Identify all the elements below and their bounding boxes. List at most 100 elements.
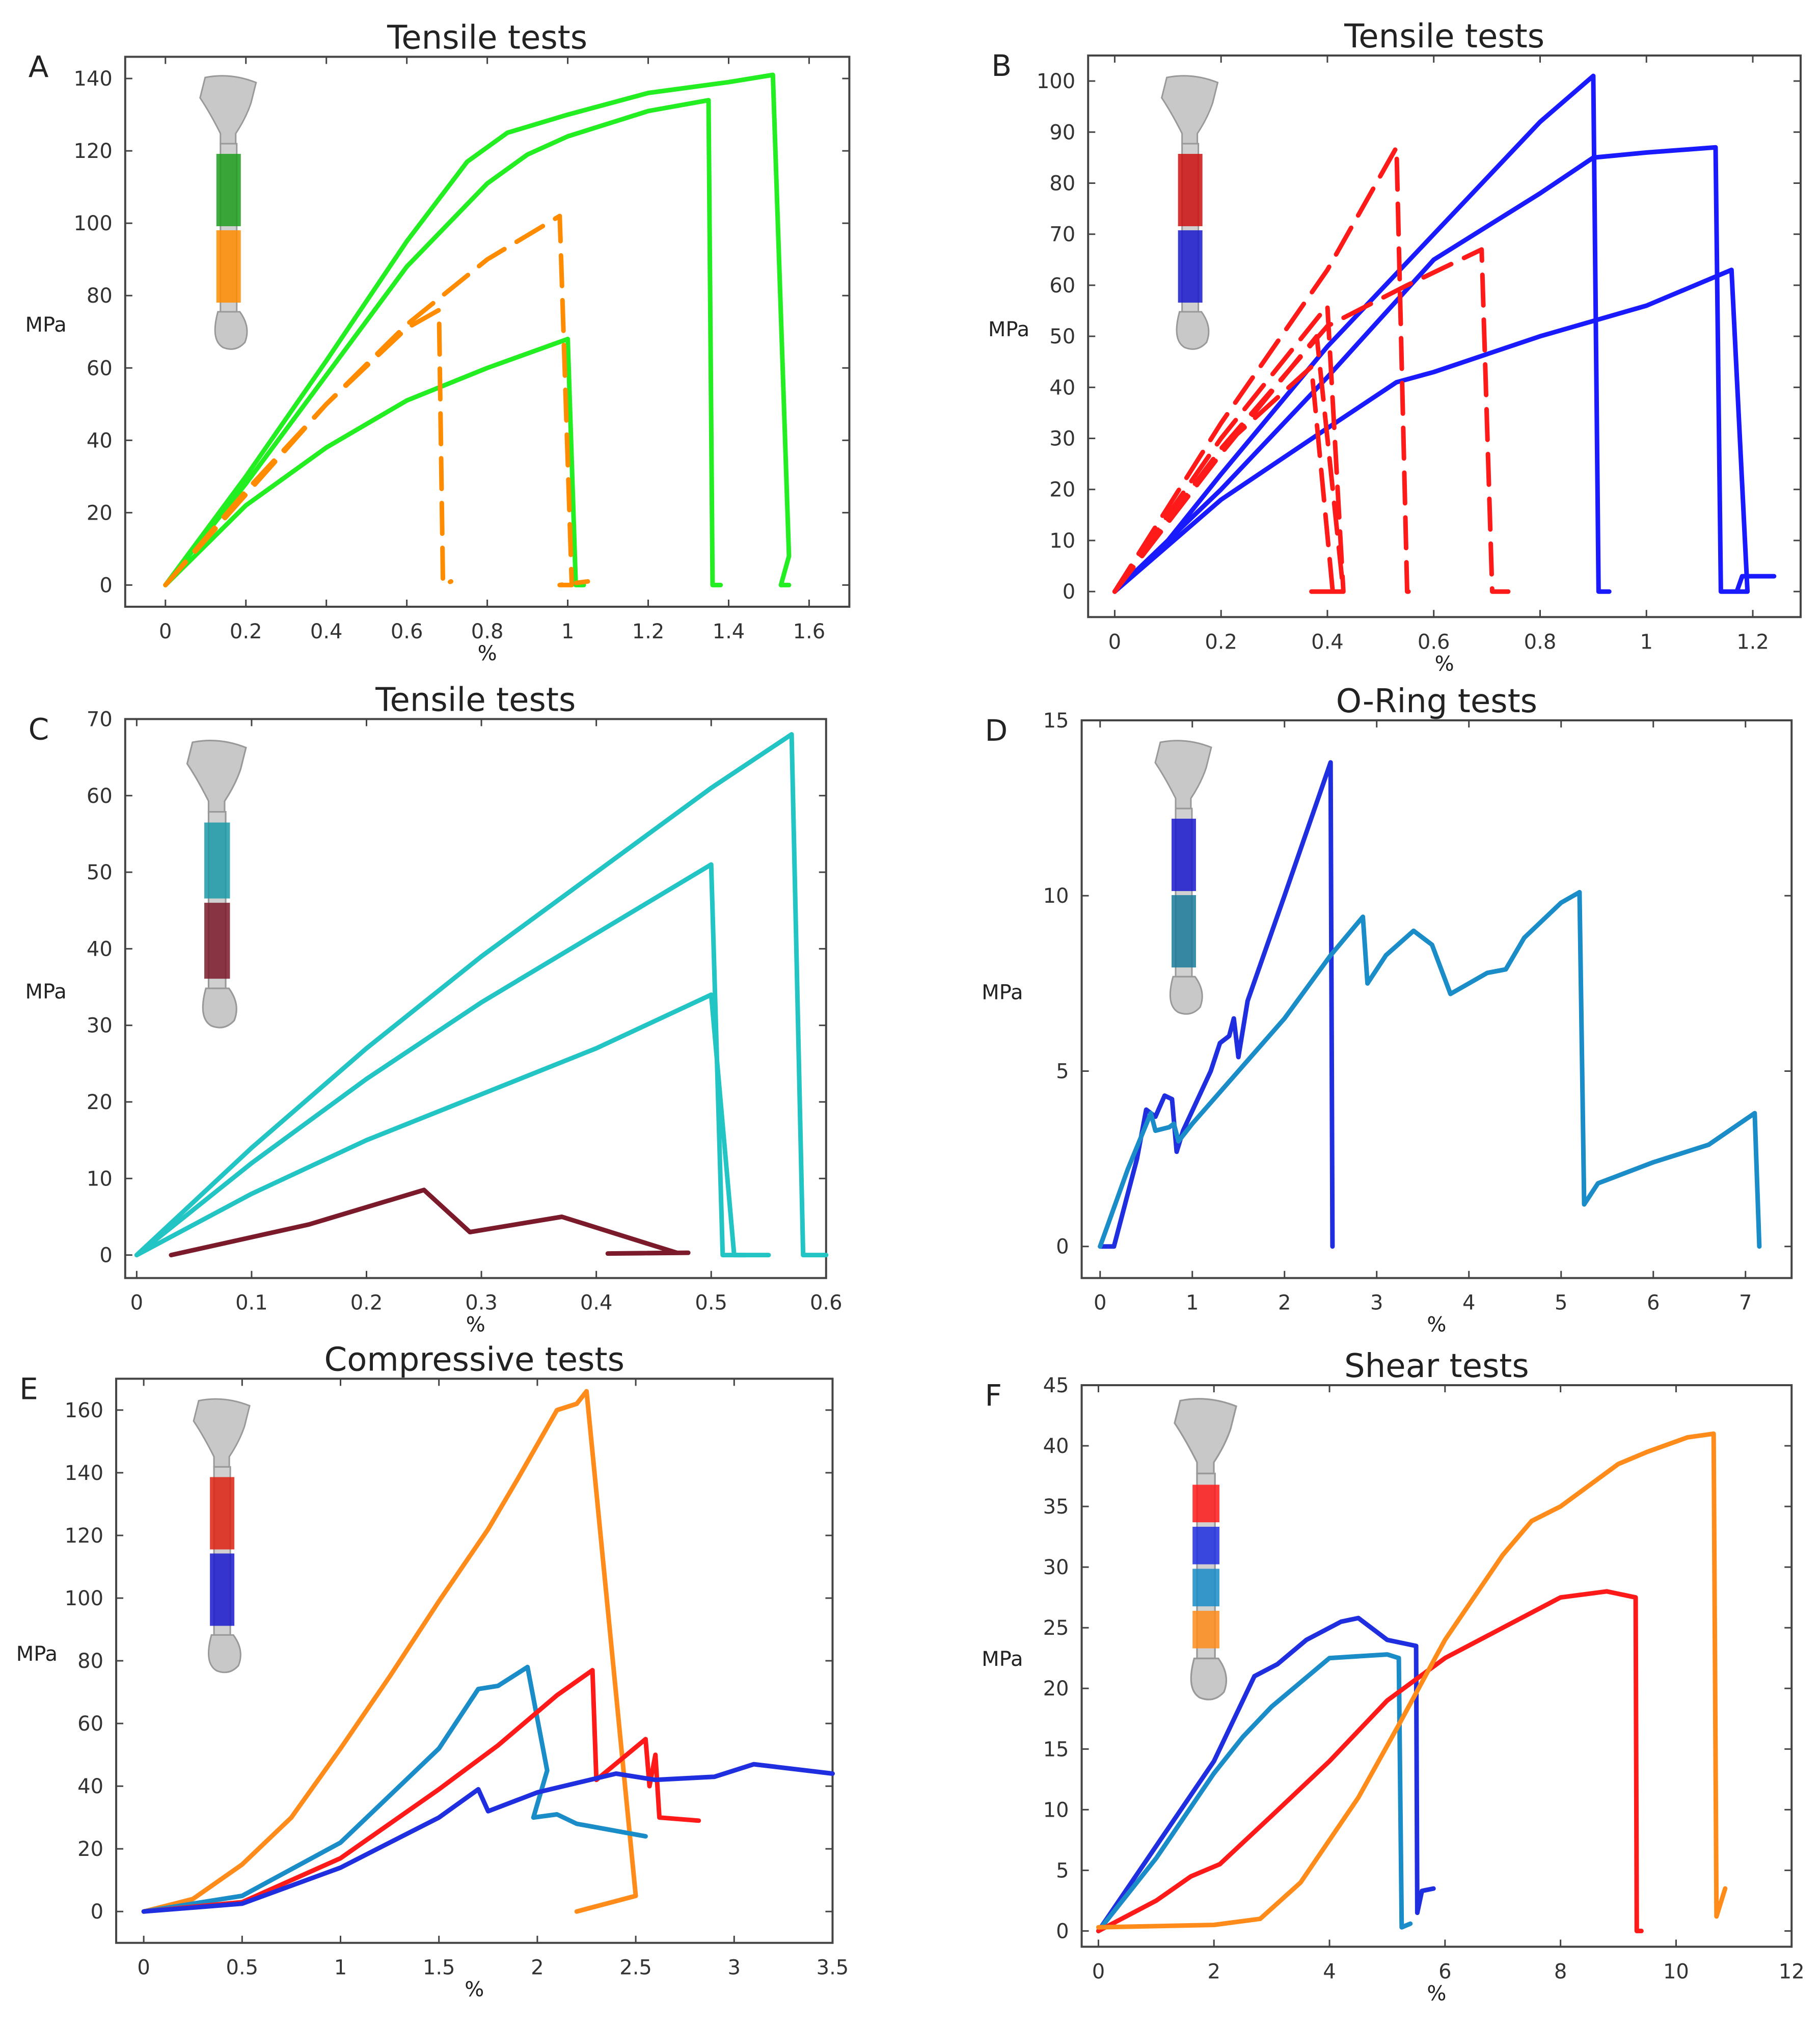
y-tick-label: 0 bbox=[1063, 580, 1075, 604]
series-line-red-5 bbox=[1112, 334, 1346, 594]
y-tick-label: 15 bbox=[1043, 1738, 1069, 1761]
bone-inset-icon bbox=[1174, 1398, 1237, 1701]
x-tick-label: 4 bbox=[1462, 1291, 1475, 1315]
bone-inset-icon bbox=[193, 1398, 251, 1674]
y-axis-label: MPa bbox=[25, 313, 66, 337]
x-tick-label: 0 bbox=[159, 620, 172, 643]
bone-inset-icon bbox=[1161, 75, 1219, 350]
x-tick-label: 2 bbox=[1278, 1291, 1291, 1315]
y-tick-label: 40 bbox=[87, 429, 113, 452]
panel-letter: B bbox=[991, 48, 1012, 83]
y-tick-label: 160 bbox=[65, 1399, 103, 1422]
x-tick-label: 8 bbox=[1554, 1960, 1567, 1983]
panel-letter: E bbox=[19, 1371, 38, 1406]
x-tick-label: 0.6 bbox=[391, 620, 423, 643]
x-tick-label: 6 bbox=[1647, 1291, 1660, 1315]
x-tick-label: 0 bbox=[1094, 1291, 1106, 1315]
bone-segment-marker bbox=[1171, 819, 1196, 892]
x-axis-label: % bbox=[478, 642, 497, 665]
series-line-teal-1 bbox=[134, 732, 829, 1258]
bone-segment-marker bbox=[1192, 1610, 1219, 1649]
y-tick-label: 70 bbox=[87, 708, 113, 731]
chart-title: Tensile tests bbox=[387, 19, 587, 57]
x-tick-label: 0.8 bbox=[471, 620, 504, 643]
series-line-orange-1 bbox=[141, 1389, 638, 1914]
x-tick-label: 12 bbox=[1779, 1960, 1805, 1983]
x-tick-label: 0.4 bbox=[580, 1291, 613, 1315]
y-tick-label: 40 bbox=[87, 937, 113, 961]
chart-panel-e: Compressive tests E 0 0.5 1 1.5 2 2.5 3 3.5 0 20 40 6… bbox=[16, 1341, 849, 2001]
x-tick-label: 1 bbox=[334, 1956, 347, 1980]
y-tick-label: 140 bbox=[73, 67, 112, 91]
series-line-red-2 bbox=[1112, 303, 1351, 594]
series-line-lightblue-1 bbox=[141, 1664, 648, 1914]
series-line-green-2 bbox=[163, 98, 723, 587]
y-tick-label: 120 bbox=[73, 140, 112, 163]
series-line-blue-1 bbox=[1098, 760, 1335, 1249]
series-line-blue-1 bbox=[1112, 73, 1612, 594]
bone-segment-marker bbox=[210, 1477, 235, 1550]
chart-title: Tensile tests bbox=[375, 681, 576, 719]
x-tick-label: 1 bbox=[1186, 1291, 1199, 1315]
bone-head-icon bbox=[193, 1398, 251, 1468]
series-line-red-1 bbox=[1096, 1589, 1644, 1933]
bone-inset-icon bbox=[1154, 740, 1212, 1015]
x-tick-label: 1.2 bbox=[632, 620, 665, 643]
bone-head-icon bbox=[1161, 75, 1219, 145]
series-line-green-3 bbox=[163, 337, 586, 587]
y-tick-label: 30 bbox=[1049, 427, 1075, 451]
x-tick-label: 3.5 bbox=[817, 1956, 849, 1980]
series-line-orange-2 bbox=[163, 308, 453, 587]
y-tick-label: 20 bbox=[1043, 1677, 1069, 1701]
chart-panel-c: Tensile tests C 0 0.1 0.2 0.3 0.4 0.5 0.6 0 10 20 30… bbox=[25, 681, 842, 1336]
bone-segment-marker bbox=[1192, 1485, 1219, 1523]
y-tick-label: 20 bbox=[87, 501, 113, 525]
bone-condyle-icon bbox=[202, 987, 237, 1029]
y-tick-label: 20 bbox=[77, 1838, 103, 1861]
x-tick-label: 1.2 bbox=[1736, 630, 1769, 654]
x-tick-label: 0.5 bbox=[226, 1956, 259, 1980]
y-tick-label: 10 bbox=[1049, 529, 1075, 553]
bone-segment-marker bbox=[1178, 154, 1203, 227]
y-tick-label: 60 bbox=[1049, 274, 1075, 298]
bone-head-icon bbox=[1174, 1398, 1237, 1475]
y-tick-label: 60 bbox=[87, 357, 113, 380]
bone-segment-marker bbox=[210, 1553, 235, 1626]
x-tick-label: 2 bbox=[531, 1956, 544, 1980]
bone-segment-marker bbox=[1192, 1526, 1219, 1564]
x-tick-label: 0.6 bbox=[810, 1291, 843, 1315]
chart-panel-a: Tensile tests A 0 0.2 0.4 0.6 0.8 1 1.2 1.4 1.6 0 20… bbox=[25, 19, 851, 665]
series-line-green-1 bbox=[163, 72, 792, 587]
x-tick-label: 1.4 bbox=[713, 620, 745, 643]
chart-panel-b: Tensile tests B 0 0.2 0.4 0.6 0.8 1 1.2 0 10 20 30 40… bbox=[988, 18, 1802, 676]
x-tick-label: 1.6 bbox=[793, 620, 826, 643]
x-tick-label: 0.4 bbox=[310, 620, 343, 643]
y-tick-label: 0 bbox=[1056, 1920, 1069, 1943]
x-tick-label: 0 bbox=[130, 1291, 143, 1315]
y-tick-label: 100 bbox=[1037, 70, 1075, 93]
y-tick-label: 0 bbox=[1056, 1235, 1069, 1259]
y-axis-label: MPa bbox=[25, 980, 66, 1004]
chart-title: Tensile tests bbox=[1344, 18, 1544, 56]
x-tick-label: 2 bbox=[1207, 1960, 1220, 1983]
y-tick-label: 0 bbox=[99, 574, 112, 597]
x-tick-label: 0.2 bbox=[350, 1291, 383, 1315]
x-tick-label: 3 bbox=[1370, 1291, 1383, 1315]
series-line-blue-1 bbox=[141, 1762, 835, 1914]
y-tick-label: 5 bbox=[1056, 1060, 1069, 1083]
bone-inset-icon bbox=[186, 740, 247, 1029]
x-tick-label: 0.3 bbox=[465, 1291, 498, 1315]
y-tick-label: 30 bbox=[1043, 1556, 1069, 1579]
x-axis-label: % bbox=[1435, 652, 1454, 676]
series-line-lightblue-1 bbox=[1096, 1652, 1413, 1933]
y-tick-label: 60 bbox=[77, 1712, 103, 1736]
x-tick-label: 1.5 bbox=[423, 1956, 455, 1980]
x-axis-label: % bbox=[466, 1313, 485, 1337]
series-line-blue-1 bbox=[1096, 1615, 1436, 1933]
series-line-red-1 bbox=[1112, 145, 1415, 594]
y-tick-label: 40 bbox=[1043, 1435, 1069, 1458]
bone-segment-marker bbox=[1171, 895, 1196, 968]
y-tick-label: 80 bbox=[77, 1650, 103, 1673]
bone-condyle-icon bbox=[1169, 976, 1203, 1015]
